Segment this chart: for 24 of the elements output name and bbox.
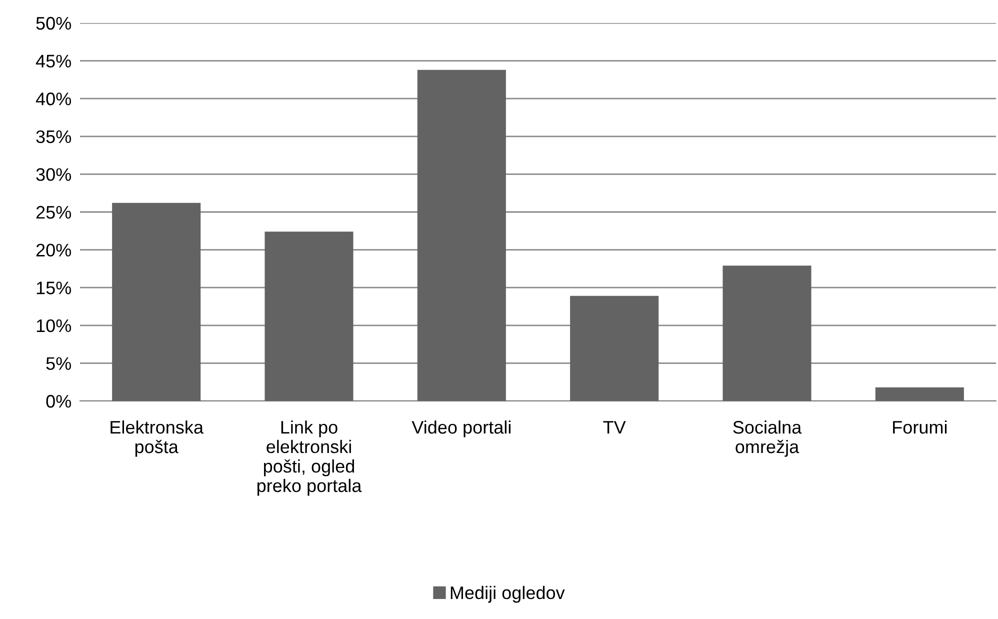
x-tick-label: Forumi	[893, 420, 947, 434]
x-tick-label: Video portali	[412, 420, 510, 438]
bar	[264, 232, 354, 401]
bar	[722, 266, 812, 401]
bar	[570, 296, 659, 401]
y-tick-label: 40%	[36, 92, 72, 106]
y-tick-label: 0%	[46, 394, 72, 408]
y-tick-label: 20%	[36, 244, 72, 257]
bar	[875, 387, 964, 401]
y-tick-label: 5%	[46, 357, 72, 370]
y-tick-label: 10%	[36, 319, 72, 332]
x-tick-label: TV	[603, 421, 626, 434]
x-tick-label: Socialna omrežja	[733, 420, 802, 457]
y-tick-label: 25%	[36, 206, 72, 219]
bar	[417, 70, 506, 401]
y-tick-label: 35%	[36, 130, 72, 144]
y-tick-label: 30%	[36, 168, 72, 181]
y-tick-label: 50%	[36, 16, 72, 30]
legend-label: Mediji ogledov	[450, 586, 565, 603]
x-tick-label: Link po elektronski pošti, ogled preko portala	[257, 420, 362, 496]
y-tick-label: 15%	[36, 282, 72, 294]
y-tick-label: 45%	[36, 54, 72, 68]
bar	[112, 202, 201, 401]
x-tick-label: Elektronska pošta	[110, 420, 204, 457]
